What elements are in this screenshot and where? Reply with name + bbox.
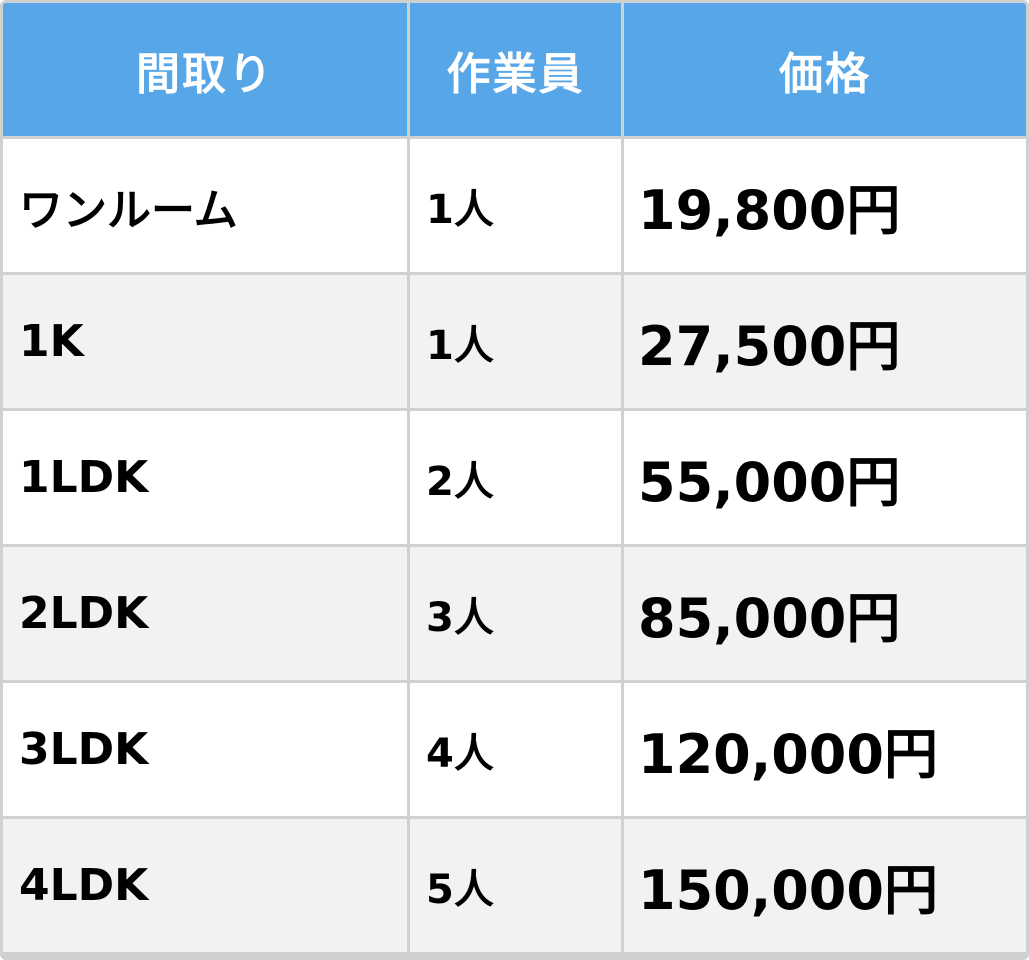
- staff-cell: 2人: [410, 411, 621, 544]
- staff-cell: 5人: [410, 819, 621, 952]
- table-row: 4LDK 5人 150,000円: [3, 819, 1026, 952]
- table-row: 1LDK 2人 55,000円: [3, 411, 1026, 544]
- price-cell: 55,000円: [624, 411, 1026, 544]
- staff-cell: 1人: [410, 275, 621, 408]
- table-row: 2LDK 3人 85,000円: [3, 547, 1026, 680]
- table-row: 3LDK 4人 120,000円: [3, 683, 1026, 816]
- layout-cell: 1K: [3, 275, 407, 408]
- layout-cell: 1LDK: [3, 411, 407, 544]
- price-cell: 120,000円: [624, 683, 1026, 816]
- column-header-staff: 作業員: [410, 3, 621, 136]
- table-row: 1K 1人 27,500円: [3, 275, 1026, 408]
- column-header-layout: 間取り: [3, 3, 407, 136]
- price-cell: 27,500円: [624, 275, 1026, 408]
- price-cell: 19,800円: [624, 139, 1026, 272]
- staff-cell: 4人: [410, 683, 621, 816]
- table-header-row: 間取り 作業員 価格: [3, 3, 1026, 136]
- staff-cell: 1人: [410, 139, 621, 272]
- layout-cell: 3LDK: [3, 683, 407, 816]
- layout-cell: ワンルーム: [3, 139, 407, 272]
- layout-cell: 2LDK: [3, 547, 407, 680]
- column-header-price: 価格: [624, 3, 1026, 136]
- staff-cell: 3人: [410, 547, 621, 680]
- price-cell: 150,000円: [624, 819, 1026, 952]
- layout-cell: 4LDK: [3, 819, 407, 952]
- table-row: ワンルーム 1人 19,800円: [3, 139, 1026, 272]
- price-cell: 85,000円: [624, 547, 1026, 680]
